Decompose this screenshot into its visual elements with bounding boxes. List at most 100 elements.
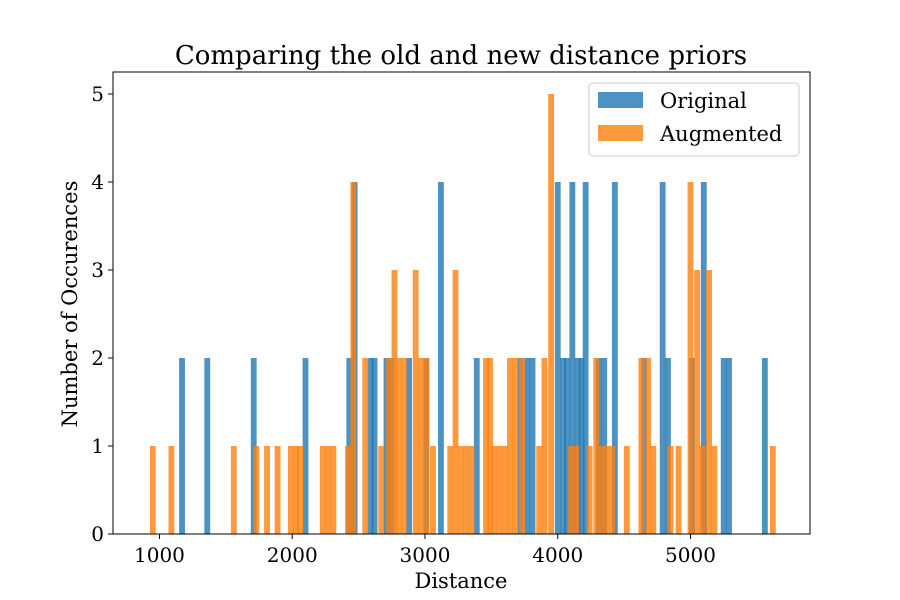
- bar-original: [659, 182, 666, 534]
- bar-augmented: [675, 446, 682, 534]
- bar-augmented: [423, 358, 430, 534]
- bar-original: [524, 358, 531, 534]
- bar-augmented: [623, 446, 630, 534]
- bar-original: [564, 358, 570, 534]
- bar-augmented: [447, 446, 454, 534]
- bar-augmented: [541, 358, 548, 534]
- bar-original: [302, 358, 309, 534]
- plot-frame: [112, 71, 811, 535]
- bar-augmented: [699, 446, 706, 534]
- bar-augmented: [149, 446, 156, 534]
- plot-bars: [149, 94, 776, 534]
- y-tick-label: 1: [91, 434, 104, 458]
- bar-augmented: [518, 358, 525, 534]
- bar-augmented: [491, 446, 497, 534]
- bar-augmented: [609, 446, 616, 534]
- bar-augmented: [264, 446, 270, 534]
- bar-original: [582, 182, 589, 534]
- y-tick-label: 0: [91, 522, 104, 546]
- bar-augmented: [645, 358, 651, 534]
- bar-augmented: [350, 182, 357, 534]
- bar-augmented: [325, 446, 331, 534]
- x-tick-label: 1000: [134, 543, 185, 567]
- bar-original: [204, 358, 211, 534]
- bar-augmented: [586, 446, 593, 534]
- bar-augmented: [168, 446, 175, 534]
- bar-augmented: [694, 270, 701, 534]
- y-tick-label: 2: [91, 346, 104, 370]
- x-tick-label: 4000: [532, 543, 583, 567]
- bar-original: [726, 358, 732, 534]
- bar-augmented: [593, 358, 600, 534]
- bar-augmented: [501, 446, 508, 534]
- bar-augmented: [230, 446, 237, 534]
- x-tick-label: 3000: [400, 543, 451, 567]
- bar-augmented: [667, 446, 674, 534]
- legend-swatch-augmented: [598, 125, 643, 141]
- y-tick-label: 5: [91, 82, 104, 106]
- legend: Original Augmented: [588, 82, 800, 157]
- bar-original: [529, 358, 536, 534]
- y-axis-ticks: 0 1 2 3 4 5: [91, 82, 113, 546]
- legend-label-original: Original: [660, 89, 747, 113]
- bar-original: [560, 358, 566, 534]
- x-axis-label: Distance: [414, 569, 507, 593]
- bar-augmented: [293, 446, 300, 534]
- bar-original: [761, 358, 768, 534]
- bar-augmented: [548, 94, 555, 534]
- bar-augmented: [452, 270, 459, 534]
- bar-augmented: [650, 446, 657, 534]
- y-tick-label: 4: [91, 170, 104, 194]
- bar-augmented: [457, 446, 464, 534]
- bar-augmented: [386, 358, 393, 534]
- bar-augmented: [706, 270, 713, 534]
- bar-augmented: [496, 446, 503, 534]
- chart-title: Comparing the old and new distance prior…: [175, 41, 747, 71]
- bar-augmented: [507, 358, 513, 534]
- legend-swatch-original: [598, 92, 643, 108]
- bar-original: [578, 358, 585, 534]
- bar-augmented: [297, 446, 304, 534]
- bar-original: [406, 358, 412, 534]
- bar-original: [611, 182, 618, 534]
- series-augmented: [149, 94, 776, 534]
- bar-augmented: [711, 446, 718, 534]
- bar-augmented: [330, 446, 337, 534]
- bar-original: [554, 182, 561, 534]
- bar-augmented: [430, 446, 436, 534]
- bar-original: [569, 182, 576, 534]
- bar-augmented: [345, 446, 351, 534]
- bar-augmented: [573, 446, 580, 534]
- bar-augmented: [253, 446, 260, 534]
- bar-original: [438, 182, 444, 534]
- x-tick-label: 2000: [267, 543, 318, 567]
- bar-original: [367, 358, 374, 534]
- bar-augmented: [598, 446, 605, 534]
- bar-augmented: [391, 270, 398, 534]
- bar-augmented: [769, 446, 776, 534]
- bar-augmented: [512, 358, 519, 534]
- axes: [112, 71, 811, 535]
- bar-augmented: [463, 446, 470, 534]
- bar-augmented: [536, 446, 543, 534]
- bar-augmented: [378, 446, 385, 534]
- bar-augmented: [319, 446, 326, 534]
- bar-original: [473, 358, 480, 534]
- x-tick-label: 5000: [665, 543, 716, 567]
- bar-augmented: [487, 358, 493, 534]
- bar-augmented: [687, 182, 694, 534]
- bar-augmented: [274, 446, 281, 534]
- bar-original: [720, 358, 727, 534]
- bar-augmented: [400, 358, 407, 534]
- bar-original: [179, 358, 185, 534]
- bar-augmented: [412, 270, 419, 534]
- bar-augmented: [287, 446, 294, 534]
- legend-label-augmented: Augmented: [659, 122, 782, 146]
- bar-augmented: [638, 358, 645, 534]
- bar-augmented: [468, 446, 475, 534]
- bar-augmented: [362, 358, 369, 534]
- bar-augmented: [483, 358, 489, 534]
- bar-augmented: [418, 358, 424, 534]
- y-axis-label: Number of Occurences: [58, 181, 82, 428]
